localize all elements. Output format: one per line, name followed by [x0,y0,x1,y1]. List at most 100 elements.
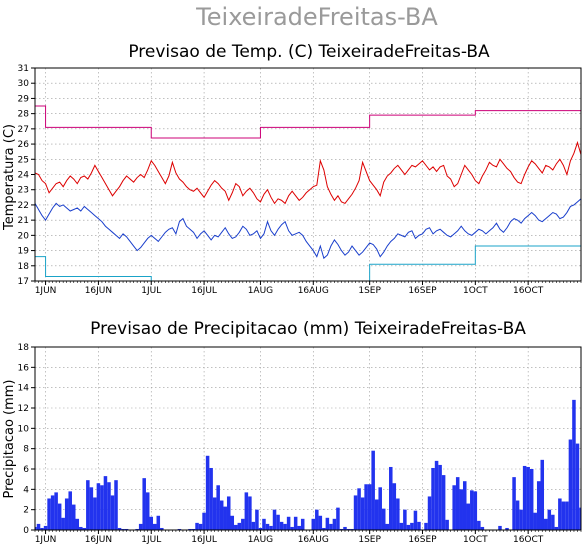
precip-bar [544,518,548,530]
precip-bar [424,522,428,530]
precip-bar [160,527,164,530]
y-tick-label: 4 [23,485,29,495]
series-line-temp-max [35,140,581,205]
x-tick-label: 16JUL [191,535,217,545]
series-line-temp-min [35,198,581,260]
precip-bar [191,528,196,530]
precip-bar [205,455,210,530]
y-tick-label: 24 [18,171,30,181]
y-tick-label: 22 [18,201,29,211]
precip-bar [75,518,80,530]
precip-bar [565,501,569,530]
precip-bar [410,522,414,530]
x-tick-label: 1JUL [141,286,161,296]
precip-bar [558,498,562,530]
precip-bar [117,527,122,530]
temperature-chart-title: Previsao de Temp. (C) TeixeiradeFreitas-… [128,42,490,62]
precip-bar [198,523,203,530]
x-tick-label: 1AUG [248,535,273,545]
x-tick-label: 16AUG [298,286,329,296]
precip-bar [353,495,358,530]
y-tick-label: 21 [18,216,29,226]
precip-bar [575,443,580,530]
x-tick-label: 1SEP [358,535,381,545]
precip-bar [318,515,323,530]
precip-bar [374,499,379,530]
precip-bar [505,527,509,530]
x-tick-label: 16SEP [408,286,437,296]
series-line-min-clim [35,245,581,281]
precip-bar [188,528,192,530]
precip-bar [385,523,390,530]
precip-bar [272,509,277,530]
precip-bar [82,527,87,530]
precip-bar [54,492,58,530]
precip-bar [107,482,111,530]
precip-bar [533,512,537,530]
precip-bar [262,518,266,530]
y-tick-label: 28 [18,110,30,120]
precip-bar [35,526,37,530]
series-line-max-clim [35,105,581,139]
x-tick-label: 16OCT [513,535,544,545]
precip-bar [406,524,411,530]
precip-bar [554,526,559,530]
precip-bar [332,518,337,530]
precip-bar [431,467,435,530]
precip-bar [466,503,471,530]
precip-bar [336,507,340,530]
precipitation-bars [35,399,581,530]
precip-bar [79,526,83,530]
y-tick-label: 27 [18,125,29,135]
precip-bar [43,525,48,530]
plot-frame [34,67,582,282]
y-tick-label: 31 [18,64,29,74]
precip-bar [237,522,242,530]
precip-bar [480,526,485,530]
y-tick-label: 8 [23,445,29,455]
precip-bar [536,481,541,530]
plot-frame [34,346,582,531]
precip-bar [219,500,224,530]
precip-bar [138,523,143,530]
precip-bar [572,399,576,530]
precip-bar [392,483,397,530]
precip-bar [40,527,44,530]
precip-bar [346,528,351,530]
precip-bar [36,523,41,530]
y-tick-label: 0 [23,526,29,536]
x-tick-label: 1AUG [248,286,273,296]
precip-bar [212,497,217,530]
precip-bar [445,519,449,530]
precip-bar [216,485,220,530]
x-tick-label: 1SEP [358,286,381,296]
y-tick-label: 17 [18,277,29,287]
precip-bar [251,521,256,530]
precip-bar [477,520,481,530]
x-tick-label: 16OCT [513,286,544,296]
precip-bar [470,490,474,530]
precip-bar [579,507,581,530]
precip-bar [322,527,326,530]
y-tick-label: 20 [18,231,30,241]
y-tick-label: 30 [18,79,30,89]
y-tick-label: 19 [18,247,30,257]
precip-bar [427,496,432,530]
precip-bar [473,491,478,530]
precip-bar [223,506,227,530]
precip-bar [339,528,344,530]
x-tick-label: 16SEP [408,535,437,545]
precip-bar [100,485,104,530]
x-tick-label: 16AUG [298,535,329,545]
precip-bar [290,526,294,530]
precip-bar [114,480,118,530]
precip-bar [110,495,115,530]
precip-bar [396,498,400,530]
x-tick-label: 16JUN [85,535,112,545]
precip-bar [103,476,108,530]
temperature-y-axis-label: Temperatura (C) [2,124,17,231]
precip-bar [71,504,76,530]
precip-bar [195,522,199,530]
